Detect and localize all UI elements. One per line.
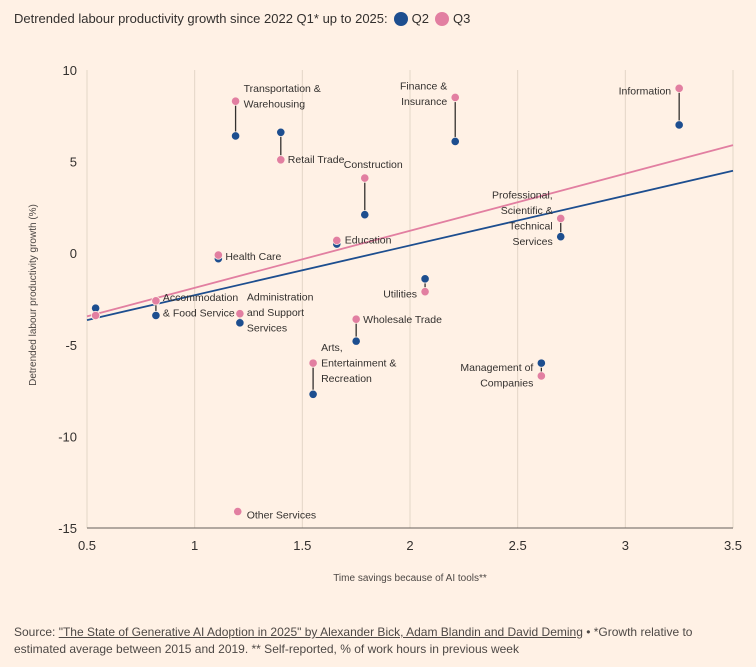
- point-label: and Support: [247, 307, 304, 319]
- point-label: Construction: [344, 159, 403, 171]
- point-q3: [360, 173, 370, 183]
- point-q3: [213, 250, 223, 260]
- point-q2: [235, 318, 245, 328]
- point-q3: [230, 96, 241, 106]
- scatter-chart: 0.5 1 1.5 2 2.5 3 3.5 10 5 0 -5 -10 -15 Time savings …: [28, 63, 742, 584]
- x-tick-label: 1: [191, 538, 198, 553]
- chart-header: Detrended labour productivity growth sin…: [14, 11, 470, 26]
- legend-item-q3: Q3: [434, 11, 471, 26]
- x-axis-title: Time savings because of AI tools**: [333, 573, 487, 584]
- point-q3: [674, 83, 684, 93]
- point-label: Recreation: [321, 373, 372, 385]
- legend-label-q3: Q3: [452, 11, 471, 26]
- chart-title: Detrended labour productivity growth sin…: [14, 11, 388, 26]
- point-q3: [91, 310, 101, 321]
- x-tick-label: 1.5: [293, 538, 311, 553]
- point-q2: [351, 336, 361, 346]
- point-label: Transportation &: [244, 83, 321, 95]
- legend-item-q2: Q2: [393, 11, 429, 26]
- point-label: Professional,: [492, 189, 553, 201]
- point-q3: [308, 358, 318, 368]
- point-q2: [151, 310, 161, 321]
- point-label: Insurance: [401, 96, 447, 108]
- point-label: Health Care: [225, 251, 281, 263]
- y-tick-label: 0: [70, 246, 77, 261]
- point-q3: [233, 506, 243, 517]
- point-label: Services: [247, 323, 287, 335]
- point-q2: [536, 358, 546, 368]
- point-q3: [536, 371, 546, 381]
- source-note: Source: "The State of Generative AI Adop…: [14, 624, 742, 658]
- point-q3: [276, 155, 286, 165]
- point-q2: [450, 136, 460, 147]
- point-label: Warehousing: [244, 99, 306, 111]
- point-q3: [332, 235, 342, 245]
- point-label: Finance &: [400, 80, 447, 92]
- legend-swatch-q2: [393, 11, 408, 26]
- y-tick-label: 5: [70, 155, 77, 170]
- x-tick-label: 0.5: [78, 538, 96, 553]
- point-q3: [420, 287, 430, 297]
- point-q2: [674, 120, 684, 130]
- source-prefix: Source:: [14, 625, 59, 639]
- point-label: Information: [619, 85, 672, 97]
- trendline-q2: [86, 169, 734, 321]
- y-tick-label: -10: [58, 429, 77, 444]
- x-tick-label: 3: [622, 538, 629, 553]
- point-q2: [360, 210, 370, 220]
- point-label: Other Services: [247, 510, 316, 522]
- point-q3: [235, 309, 245, 319]
- trendline-q3: [86, 144, 734, 318]
- x-tick-label: 2: [406, 538, 413, 553]
- legend-swatch-q3: [434, 11, 449, 26]
- point-label: & Food Service: [163, 307, 235, 319]
- point-q3: [351, 314, 361, 324]
- source-suffix: • *Growth relative to estimated average …: [14, 625, 693, 656]
- point-label: Administration: [247, 292, 314, 304]
- point-q2: [556, 232, 566, 242]
- point-q2: [230, 131, 241, 141]
- point-label: Wholesale Trade: [363, 314, 442, 326]
- source-link[interactable]: "The State of Generative AI Adoption in …: [58, 625, 583, 639]
- y-tick-label: -5: [65, 338, 77, 353]
- point-q3: [450, 92, 460, 103]
- point-q3: [556, 213, 566, 223]
- point-q2: [308, 389, 318, 399]
- point-label: Technical: [509, 220, 553, 232]
- point-label: Retail Trade: [288, 154, 345, 166]
- point-label: Utilities: [383, 289, 417, 301]
- point-label: Entertainment &: [321, 358, 396, 370]
- x-tick-label: 3.5: [724, 538, 742, 553]
- point-label: Companies: [480, 378, 533, 390]
- point-label: Services: [512, 236, 552, 248]
- y-tick-label: -15: [58, 521, 77, 536]
- legend-label-q2: Q2: [411, 11, 429, 26]
- point-q2: [276, 127, 286, 137]
- x-tick-label: 2.5: [509, 538, 527, 553]
- point-label: Accommodation: [163, 292, 238, 304]
- point-q2: [420, 274, 430, 284]
- y-tick-label: 10: [63, 63, 77, 78]
- point-label: Management of: [460, 362, 533, 374]
- point-q3: [151, 296, 161, 306]
- point-label: Arts,: [321, 342, 343, 354]
- point-label: Education: [345, 234, 392, 246]
- y-axis-title: Detrended labour productivity growth (%): [28, 204, 39, 386]
- point-label: Scientific &: [501, 205, 553, 217]
